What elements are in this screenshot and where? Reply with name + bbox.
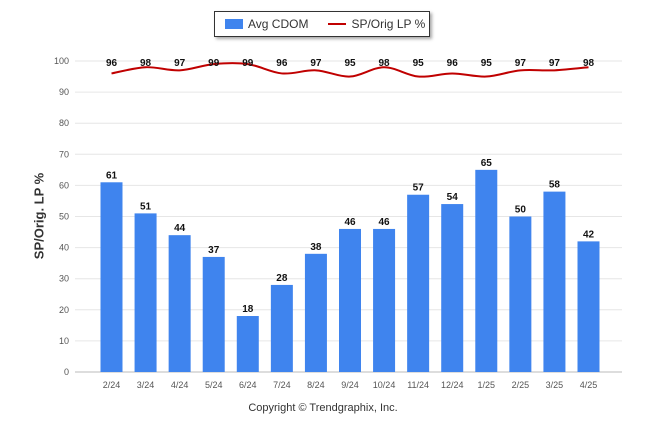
bar [509,216,532,372]
bar-value-label: 58 [549,180,561,191]
y-tick-label: 60 [59,180,69,190]
bar-value-label: 46 [344,217,356,228]
legend-line-swatch [328,23,347,25]
y-tick-label: 80 [59,118,69,128]
line-value-label: 99 [242,58,254,69]
x-tick-label: 5/24 [205,380,223,390]
x-tick-label: 3/24 [137,380,155,390]
x-tick-label: 9/24 [341,380,359,390]
y-tick-label: 50 [59,212,69,222]
legend-bar-label: Avg CDOM [248,17,309,31]
x-tick-label: 7/24 [273,380,291,390]
line-value-label: 96 [106,58,118,69]
x-tick-label: 6/24 [239,380,257,390]
y-tick-label: 70 [59,149,69,159]
line-value-label: 98 [140,58,152,69]
bar-value-label: 54 [447,192,459,203]
x-tick-label: 3/25 [546,380,564,390]
line-value-label: 95 [413,58,425,69]
bar-value-label: 51 [140,201,152,212]
line-value-label: 96 [276,58,288,69]
y-tick-label: 10 [59,336,69,346]
legend: Avg CDOM SP/Orig LP % [214,11,430,37]
axes: 0 10 20 30 40 50 60 70 80 90 100 2/24 3/24 4/24 5/24 6/… [54,56,597,390]
y-tick-label: 0 [64,367,69,377]
y-tick-label: 100 [54,56,69,66]
line-series [111,62,589,78]
line-value-label: 97 [549,58,561,69]
line-value-label: 97 [515,58,527,69]
x-tick-label: 2/24 [103,380,121,390]
legend-item-line[interactable]: SP/Orig LP % [328,17,425,31]
y-tick-label: 90 [59,87,69,97]
y-axis-title: SP/Orig. LP % [31,172,47,260]
line-value-label: 95 [481,58,493,69]
bar [441,204,464,372]
line-value-label: 99 [208,58,220,69]
bar [339,228,361,372]
bar [270,284,293,372]
legend-item-bars[interactable]: Avg CDOM [225,17,308,31]
bar [100,182,123,372]
line-value-label: 95 [344,58,356,69]
bar-value-label: 28 [276,273,288,284]
bar-value-label: 50 [515,205,527,216]
line-value-label: 96 [447,58,459,69]
legend-line-label: SP/Orig LP % [351,17,426,31]
bar-value-label: 38 [310,242,322,253]
x-tick-label: 4/24 [171,380,189,390]
bar-value-label: 57 [413,183,425,194]
line-value-label: 98 [379,58,391,69]
bar [543,191,566,372]
bar-series [100,169,600,372]
data-labels: 61 51 44 37 18 28 38 46 46 57 54 65 50 58 42 96 98 97 99 99… [106,58,595,315]
legend-bar-swatch [225,19,243,29]
bar-value-label: 44 [174,223,186,234]
line-value-label: 97 [174,58,186,69]
copyright-text: Copyright © Trendgraphix, Inc. [248,402,398,414]
line-value-label: 97 [310,58,322,69]
y-tick-label: 20 [59,305,69,315]
bar-value-label: 46 [379,217,391,228]
bar-value-label: 61 [106,170,118,181]
bar [407,194,430,372]
x-tick-label: 11/24 [407,380,429,390]
line-value-label: 98 [583,58,595,69]
bar-value-label: 42 [583,229,595,240]
y-tick-label: 30 [59,274,69,284]
bar [304,253,327,372]
y-tick-label: 40 [59,243,69,253]
bar [134,213,157,372]
bar-value-label: 37 [208,245,220,256]
bar [168,235,191,372]
x-tick-label: 12/24 [441,380,464,390]
bar [475,169,498,372]
line-path [111,62,589,78]
bar [373,228,396,372]
bar [236,316,259,372]
bar-value-label: 65 [481,158,493,169]
x-tick-label: 8/24 [307,380,325,390]
bar [577,241,600,372]
x-tick-label: 4/25 [580,380,598,390]
x-tick-label: 2/25 [512,380,530,390]
x-tick-label: 1/25 [478,380,496,390]
bar [202,256,225,372]
bar-value-label: 18 [242,304,254,315]
x-tick-label: 10/24 [373,380,396,390]
